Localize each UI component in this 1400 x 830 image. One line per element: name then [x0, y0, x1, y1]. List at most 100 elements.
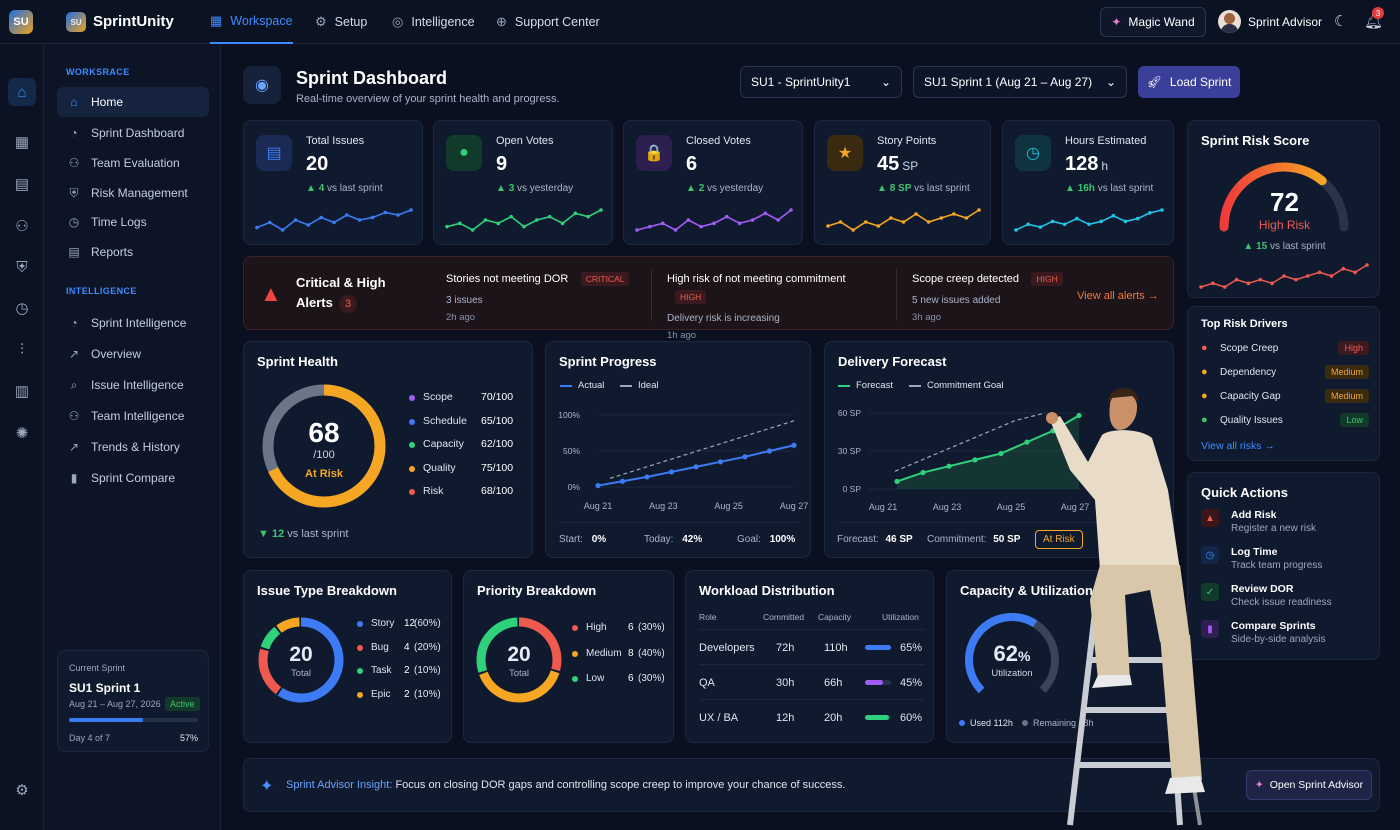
shield-icon[interactable]: ⛨	[16, 258, 28, 276]
alert-item[interactable]: Stories not meeting DOR CRITICAL 3 issue…	[446, 269, 676, 323]
sidebar-item-sprint-dashboard[interactable]: ◔ Sprint Dashboard	[57, 118, 209, 148]
alert-item[interactable]: High risk of not meeting commitment HIGH…	[651, 269, 881, 341]
sparkline-point	[370, 215, 375, 220]
sidebar-item-team-intelligence[interactable]: ⚇ Team Intelligence	[57, 401, 209, 431]
kpi-unit: SP	[902, 159, 919, 173]
users-icon[interactable]: ⚇	[15, 218, 29, 235]
grid-icon[interactable]: ▦	[14, 134, 30, 151]
health-metric-name: Scope	[423, 391, 453, 403]
sidebar-item-label: Time Logs	[91, 215, 147, 229]
load-sprint-button[interactable]: 🚀︎ Load Sprint	[1138, 66, 1240, 98]
avatar[interactable]	[1218, 10, 1241, 33]
sprint-percent: 57%	[180, 733, 199, 743]
risk-sparkline-point	[1353, 270, 1357, 275]
quick-action-item[interactable]: ▲ Add Risk Register a new risk	[1201, 509, 1361, 539]
sidebar-item-time-logs[interactable]: ◷ Time Logs	[57, 207, 209, 237]
sprint-select[interactable]: SU1 Sprint 1 (Aug 21 – Aug 27) ⌄	[913, 66, 1127, 98]
actual-point	[766, 448, 773, 454]
users-icon: ⚇	[68, 409, 80, 423]
sidebar-item-risk-management[interactable]: ⛨ Risk Management	[57, 178, 209, 208]
sidebar-item-issue-intelligence[interactable]: ⌕ Issue Intelligence	[57, 370, 209, 400]
tab-label: Support Center	[514, 15, 600, 29]
actual-point	[595, 482, 601, 489]
delivery-forecast-title: Delivery Forecast	[838, 354, 947, 369]
sidebar-item-sprint-compare[interactable]: ▮ Sprint Compare	[57, 463, 209, 493]
quick-action-item[interactable]: ✓ Review DOR Check issue readiness	[1201, 583, 1361, 613]
kpi-card[interactable]: ★ Story Points 45 SP ▲ 8 SP vs last sprin…	[814, 120, 991, 245]
view-all-alerts-link[interactable]: View all alerts →	[1077, 290, 1159, 302]
network-icon[interactable]: ✺	[15, 425, 29, 442]
risk-sparkline-point	[1282, 274, 1286, 278]
project-select[interactable]: SU1 - SprintUnity1 ⌄	[740, 66, 902, 98]
kpi-sparkline	[1014, 208, 1164, 232]
sparkline-point	[1014, 228, 1018, 232]
capacity-title: Capacity & Utilization	[960, 583, 1093, 598]
risk-driver-row[interactable]: ● Capacity Gap Medium	[1201, 389, 1369, 407]
settings-icon[interactable]: ⚙	[15, 782, 29, 799]
open-sprint-advisor-button[interactable]: ✦ Open Sprint Advisor	[1246, 770, 1372, 800]
sliders-icon[interactable]: ⫶	[20, 340, 24, 358]
tab-setup[interactable]: ⚙ Setup	[315, 0, 367, 44]
quick-action-item[interactable]: ▮ Compare Sprints Side-by-side analysis	[1201, 620, 1361, 650]
sparkline-point	[1111, 213, 1116, 218]
kpi-delta-text: vs yesterday	[707, 183, 764, 194]
donut-slice	[258, 617, 344, 703]
sparkline-point	[573, 211, 578, 216]
quick-action-item[interactable]: ◷ Log Time Track team progress	[1201, 546, 1361, 576]
alert-title: Scope creep detected	[912, 273, 1020, 285]
ideal-line	[609, 420, 795, 479]
quick-actions-card: Quick Actions ▲ Add Risk Register a new …	[1187, 472, 1380, 660]
brand-name: SprintUnity	[93, 13, 174, 30]
sidebar-item-team-evaluation[interactable]: ⚇ Team Evaluation	[57, 148, 209, 178]
breakdown-value: 12	[404, 618, 416, 629]
alert-detail: 3 issues	[446, 295, 483, 306]
document-icon[interactable]: ▤	[14, 176, 30, 193]
health-metric-value: 68/100	[481, 485, 514, 497]
risk-driver-row[interactable]: ● Dependency Medium	[1201, 365, 1369, 383]
sidebar-item-trends-history[interactable]: ↗ Trends & History	[57, 432, 209, 462]
magic-wand-button[interactable]: ✦ Magic Wand	[1100, 7, 1206, 37]
sparkline-point	[660, 221, 665, 226]
kpi-card[interactable]: ● Open Votes 9 ▲ 3 vs yesterday	[433, 120, 613, 245]
current-sprint-card[interactable]: Current Sprint SU1 Sprint 1 Aug 21 – Aug…	[57, 650, 209, 752]
utilization-fill	[865, 645, 891, 650]
risk-driver-row[interactable]: ● Quality Issues Low	[1201, 413, 1369, 431]
kpi-card[interactable]: 🔒 Closed Votes 6 ▲ 2 vs yesterday	[623, 120, 803, 245]
sidebar-item-sprint-intelligence[interactable]: ◔ Sprint Intelligence	[57, 308, 209, 338]
load-sprint-label: Load Sprint	[1169, 75, 1232, 89]
y-tick-label: 0%	[568, 482, 581, 492]
view-all-risks-link[interactable]: View all risks →	[1201, 440, 1275, 452]
sidebar-item-label: Sprint Compare	[91, 471, 176, 485]
alert-icon: ●	[1201, 390, 1208, 402]
sidebar-item-overview[interactable]: ↗ Overview	[57, 339, 209, 369]
kpi-card[interactable]: ◷ Hours Estimated 128 h ▲ 16h vs last spr…	[1002, 120, 1174, 245]
kpi-value: 9	[496, 153, 510, 176]
user-name[interactable]: Sprint Advisor	[1248, 15, 1323, 29]
sidebar-item-home[interactable]: ⌂ Home	[57, 87, 209, 117]
report-icon[interactable]: ▥	[14, 383, 30, 400]
alert-item[interactable]: Scope creep detected HIGH 5 new issues a…	[896, 269, 1126, 323]
clock-icon[interactable]: ◷	[15, 300, 29, 317]
risk-sparkline-point	[1199, 285, 1203, 289]
tab-support-center[interactable]: ⊕ Support Center	[496, 0, 600, 44]
health-metric-row: Risk 68/100	[409, 485, 521, 501]
home-icon[interactable]: ⌂	[8, 78, 36, 106]
tab-workspace[interactable]: ▦ Workspace	[210, 0, 293, 44]
breakdown-value: 2	[404, 665, 410, 676]
kpi-label: Story Points	[877, 135, 937, 147]
breakdown-pct: (30%)	[638, 622, 665, 633]
y-tick-label: 100%	[558, 410, 580, 420]
warning-icon: ▲	[1201, 509, 1219, 527]
moon-icon[interactable]: ☾	[1334, 13, 1348, 30]
legend-dot	[572, 625, 578, 631]
kpi-card[interactable]: ▤ Total Issues 20 ▲ 4 vs last sprint	[243, 120, 423, 245]
chat-icon: ●	[446, 135, 482, 171]
app-logo[interactable]: SU	[9, 10, 33, 34]
tab-label: Setup	[334, 15, 368, 29]
risk-driver-row[interactable]: ● Scope Creep High	[1201, 341, 1369, 359]
tab-intelligence[interactable]: ◎ Intelligence	[392, 0, 475, 44]
dashboard-icon: ◉	[243, 66, 281, 104]
start-label: Start:	[559, 534, 583, 545]
sidebar-item-reports[interactable]: ▤ Reports	[57, 237, 209, 267]
x-tick-label: Aug 23	[649, 501, 678, 511]
